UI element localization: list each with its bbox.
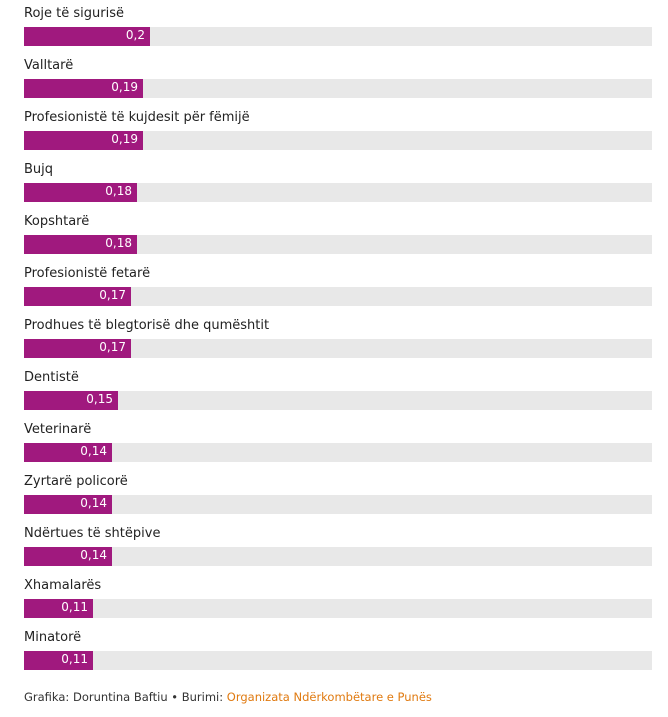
bar-track: 0,2	[24, 27, 652, 46]
bar-track: 0,18	[24, 183, 652, 202]
value-label: 0,19	[111, 132, 138, 146]
bar-track: 0,19	[24, 79, 652, 98]
chart-row: Minatorë 0,11	[24, 624, 652, 676]
value-label: 0,18	[105, 236, 132, 250]
chart-row: Xhamalarës 0,11	[24, 572, 652, 624]
bar-track: 0,14	[24, 443, 652, 462]
value-label: 0,11	[61, 600, 88, 614]
value-label: 0,15	[86, 392, 113, 406]
chart-row: Valltarë 0,19	[24, 52, 652, 104]
category-label: Profesionistë të kujdesit për fëmijë	[24, 110, 250, 125]
bar-track: 0,14	[24, 495, 652, 514]
value-label: 0,18	[105, 184, 132, 198]
category-label: Bujq	[24, 162, 54, 177]
category-label: Ndërtues të shtëpive	[24, 526, 161, 541]
category-label: Profesionistë fetarë	[24, 266, 151, 281]
bar-track: 0,11	[24, 651, 652, 670]
category-label: Prodhues të blegtorisë dhe qumështit	[24, 318, 270, 333]
bar-track: 0,17	[24, 287, 652, 306]
category-label: Veterinarë	[24, 422, 92, 437]
source-link[interactable]: Organizata Ndërkombëtare e Punës	[226, 690, 432, 704]
bar: 0,15	[24, 391, 118, 410]
category-label: Minatorë	[24, 630, 82, 645]
chart-row: Profesionistë fetarë 0,17	[24, 260, 652, 312]
bar-track: 0,19	[24, 131, 652, 150]
bar: 0,17	[24, 287, 131, 306]
chart-row: Kopshtarë 0,18	[24, 208, 652, 260]
value-label: 0,14	[80, 496, 107, 510]
value-label: 0,14	[80, 548, 107, 562]
bar: 0,18	[24, 235, 137, 254]
category-label: Roje të sigurisë	[24, 6, 124, 21]
bar: 0,2	[24, 27, 150, 46]
category-label: Zyrtarë policorë	[24, 474, 128, 489]
bar: 0,17	[24, 339, 131, 358]
chart-row: Veterinarë 0,14	[24, 416, 652, 468]
chart-row: Zyrtarë policorë 0,14	[24, 468, 652, 520]
bar: 0,19	[24, 79, 143, 98]
chart-row: Bujq 0,18	[24, 156, 652, 208]
category-label: Valltarë	[24, 58, 74, 73]
bar: 0,14	[24, 547, 112, 566]
value-label: 0,2	[125, 28, 145, 42]
category-label: Xhamalarës	[24, 578, 102, 593]
bar: 0,19	[24, 131, 143, 150]
bar-track: 0,11	[24, 599, 652, 618]
chart-row: Roje të sigurisë 0,2	[24, 0, 652, 52]
chart-footer: Grafika: Doruntina Baftiu • Burimi: Orga…	[24, 690, 432, 704]
bar: 0,11	[24, 651, 93, 670]
chart-row: Profesionistë të kujdesit për fëmijë 0,19	[24, 104, 652, 156]
bar-track: 0,14	[24, 547, 652, 566]
chart-row: Dentistë 0,15	[24, 364, 652, 416]
chart-row: Ndërtues të shtëpive 0,14	[24, 520, 652, 572]
bar-track: 0,15	[24, 391, 652, 410]
bar: 0,11	[24, 599, 93, 618]
value-label: 0,14	[80, 444, 107, 458]
bar-track: 0,17	[24, 339, 652, 358]
value-label: 0,19	[111, 80, 138, 94]
chart-row: Prodhues të blegtorisë dhe qumështit 0,17	[24, 312, 652, 364]
bar: 0,14	[24, 443, 112, 462]
value-label: 0,17	[99, 340, 126, 354]
bar: 0,14	[24, 495, 112, 514]
category-label: Dentistë	[24, 370, 79, 385]
category-label: Kopshtarë	[24, 214, 90, 229]
value-label: 0,17	[99, 288, 126, 302]
bar-track: 0,18	[24, 235, 652, 254]
credit-text: Grafika: Doruntina Baftiu • Burimi:	[24, 690, 227, 704]
value-label: 0,11	[61, 652, 88, 666]
bar: 0,18	[24, 183, 137, 202]
